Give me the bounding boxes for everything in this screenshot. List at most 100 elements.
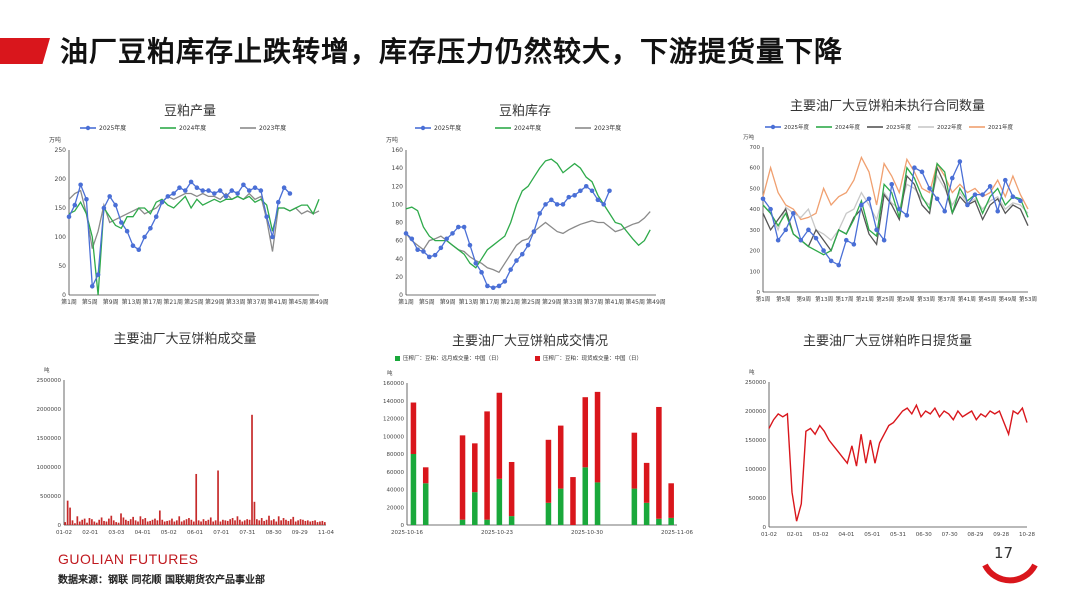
- x-tick-label: 2025-10-23: [481, 530, 513, 536]
- y-tick-label: 400: [750, 207, 761, 213]
- y-tick-label: 0: [401, 523, 405, 529]
- bar: [287, 520, 290, 525]
- legend-label: 2024年度: [179, 124, 206, 132]
- data-point: [444, 236, 449, 242]
- page-title: 油厂豆粕库存止跌转增，库存压力仍然较大，下游提货量下降: [60, 35, 844, 68]
- axis-unit-label: 万吨: [743, 133, 755, 141]
- y-tick-label: 20000: [387, 505, 405, 511]
- bar: [156, 520, 159, 525]
- data-point: [438, 245, 444, 251]
- x-tick-label: 07-31: [239, 530, 255, 536]
- data-point: [124, 228, 130, 234]
- series-line: [68, 180, 291, 289]
- bar: [129, 519, 132, 525]
- bar: [248, 519, 251, 525]
- data-point: [159, 199, 165, 205]
- bar: [188, 518, 190, 525]
- x-tick-label: 第45周: [625, 298, 645, 306]
- bar: [166, 520, 168, 525]
- data-point: [206, 188, 211, 193]
- data-point: [790, 210, 796, 216]
- bar: [103, 520, 105, 525]
- bar: [302, 519, 304, 525]
- x-tick-label: 第33周: [563, 298, 583, 306]
- bar: [132, 516, 134, 525]
- y-tick-label: 1500000: [37, 436, 62, 442]
- bar: [251, 414, 253, 525]
- x-tick-label: 08-30: [266, 530, 282, 536]
- data-point: [101, 205, 107, 211]
- bar-segment-forward: [508, 516, 515, 525]
- bar: [236, 516, 239, 525]
- bar: [93, 521, 96, 525]
- x-tick-label: 第5周: [776, 295, 791, 303]
- x-tick-label: 09-28: [993, 532, 1009, 538]
- data-point: [798, 237, 804, 243]
- y-tick-label: 0: [58, 523, 62, 529]
- data-point: [409, 236, 415, 242]
- data-point: [578, 188, 583, 194]
- data-point: [583, 183, 589, 189]
- data-point: [987, 184, 993, 189]
- axis-unit-label: 吨: [44, 366, 50, 374]
- chart-panel-3: 主要油厂大豆饼粕未执行合同数量 万吨 0 100 200 300 400 500 600 700…: [735, 95, 1040, 310]
- bar: [154, 518, 156, 525]
- data-point: [212, 191, 217, 196]
- chart-title: 主要油厂大豆饼粕昨日提货量: [802, 334, 972, 349]
- y-tick-label: 50: [58, 263, 66, 270]
- data-point: [607, 188, 612, 194]
- bar: [144, 518, 147, 525]
- x-tick-label: 第33周: [917, 295, 935, 303]
- x-tick-label: 09-29: [292, 530, 308, 536]
- bar: [316, 522, 319, 525]
- bar: [277, 516, 280, 525]
- x-tick-label: 2025-10-16: [391, 530, 423, 536]
- bar: [226, 520, 229, 525]
- chart-title: 豆粕库存: [498, 104, 551, 119]
- legend-label: 2025年度: [434, 124, 461, 132]
- axis-unit-label: 万吨: [386, 136, 398, 144]
- bar: [289, 519, 292, 525]
- bar-segment-forward: [643, 502, 650, 525]
- data-point: [148, 226, 153, 231]
- data-point: [153, 214, 159, 219]
- data-point: [866, 196, 872, 202]
- bar: [311, 520, 314, 525]
- bar-segment-forward: [459, 519, 466, 525]
- x-tick-label: 第21周: [500, 298, 520, 306]
- data-point: [775, 237, 781, 243]
- x-tick-label: 第37周: [247, 298, 267, 306]
- bar-segment-spot: [557, 425, 564, 489]
- bar: [197, 520, 200, 525]
- x-tick-label: 第45周: [288, 298, 308, 306]
- bar: [299, 519, 302, 525]
- bar-segment-forward: [656, 518, 662, 525]
- data-point: [450, 231, 455, 236]
- bar: [234, 520, 236, 525]
- data-point: [560, 202, 566, 207]
- data-point: [78, 182, 83, 188]
- bar: [88, 518, 91, 525]
- bar: [127, 520, 130, 525]
- bar-segment-spot: [631, 432, 638, 489]
- x-tick-label: 04-01: [135, 530, 151, 536]
- x-tick-label: 第29周: [542, 298, 562, 306]
- x-tick-label: 第1周: [756, 295, 771, 303]
- x-tick-label: 第33周: [226, 298, 246, 306]
- data-point: [432, 252, 438, 258]
- data-point: [813, 235, 819, 241]
- y-tick-label: 40000: [387, 488, 405, 494]
- data-point: [783, 227, 789, 233]
- bar: [268, 515, 270, 525]
- data-point: [188, 179, 194, 185]
- x-tick-label: 第29周: [205, 298, 225, 306]
- bar: [319, 521, 321, 525]
- y-tick-label: 50000: [749, 496, 767, 502]
- x-tick-label: 06-30: [916, 532, 932, 538]
- x-tick-label: 第49周: [646, 298, 666, 306]
- data-point: [84, 197, 89, 202]
- y-tick-label: 100: [392, 201, 404, 208]
- bar-segment-spot: [508, 461, 515, 517]
- data-point: [549, 197, 554, 203]
- chart-title: 主要油厂大豆饼粕成交情况: [451, 334, 608, 349]
